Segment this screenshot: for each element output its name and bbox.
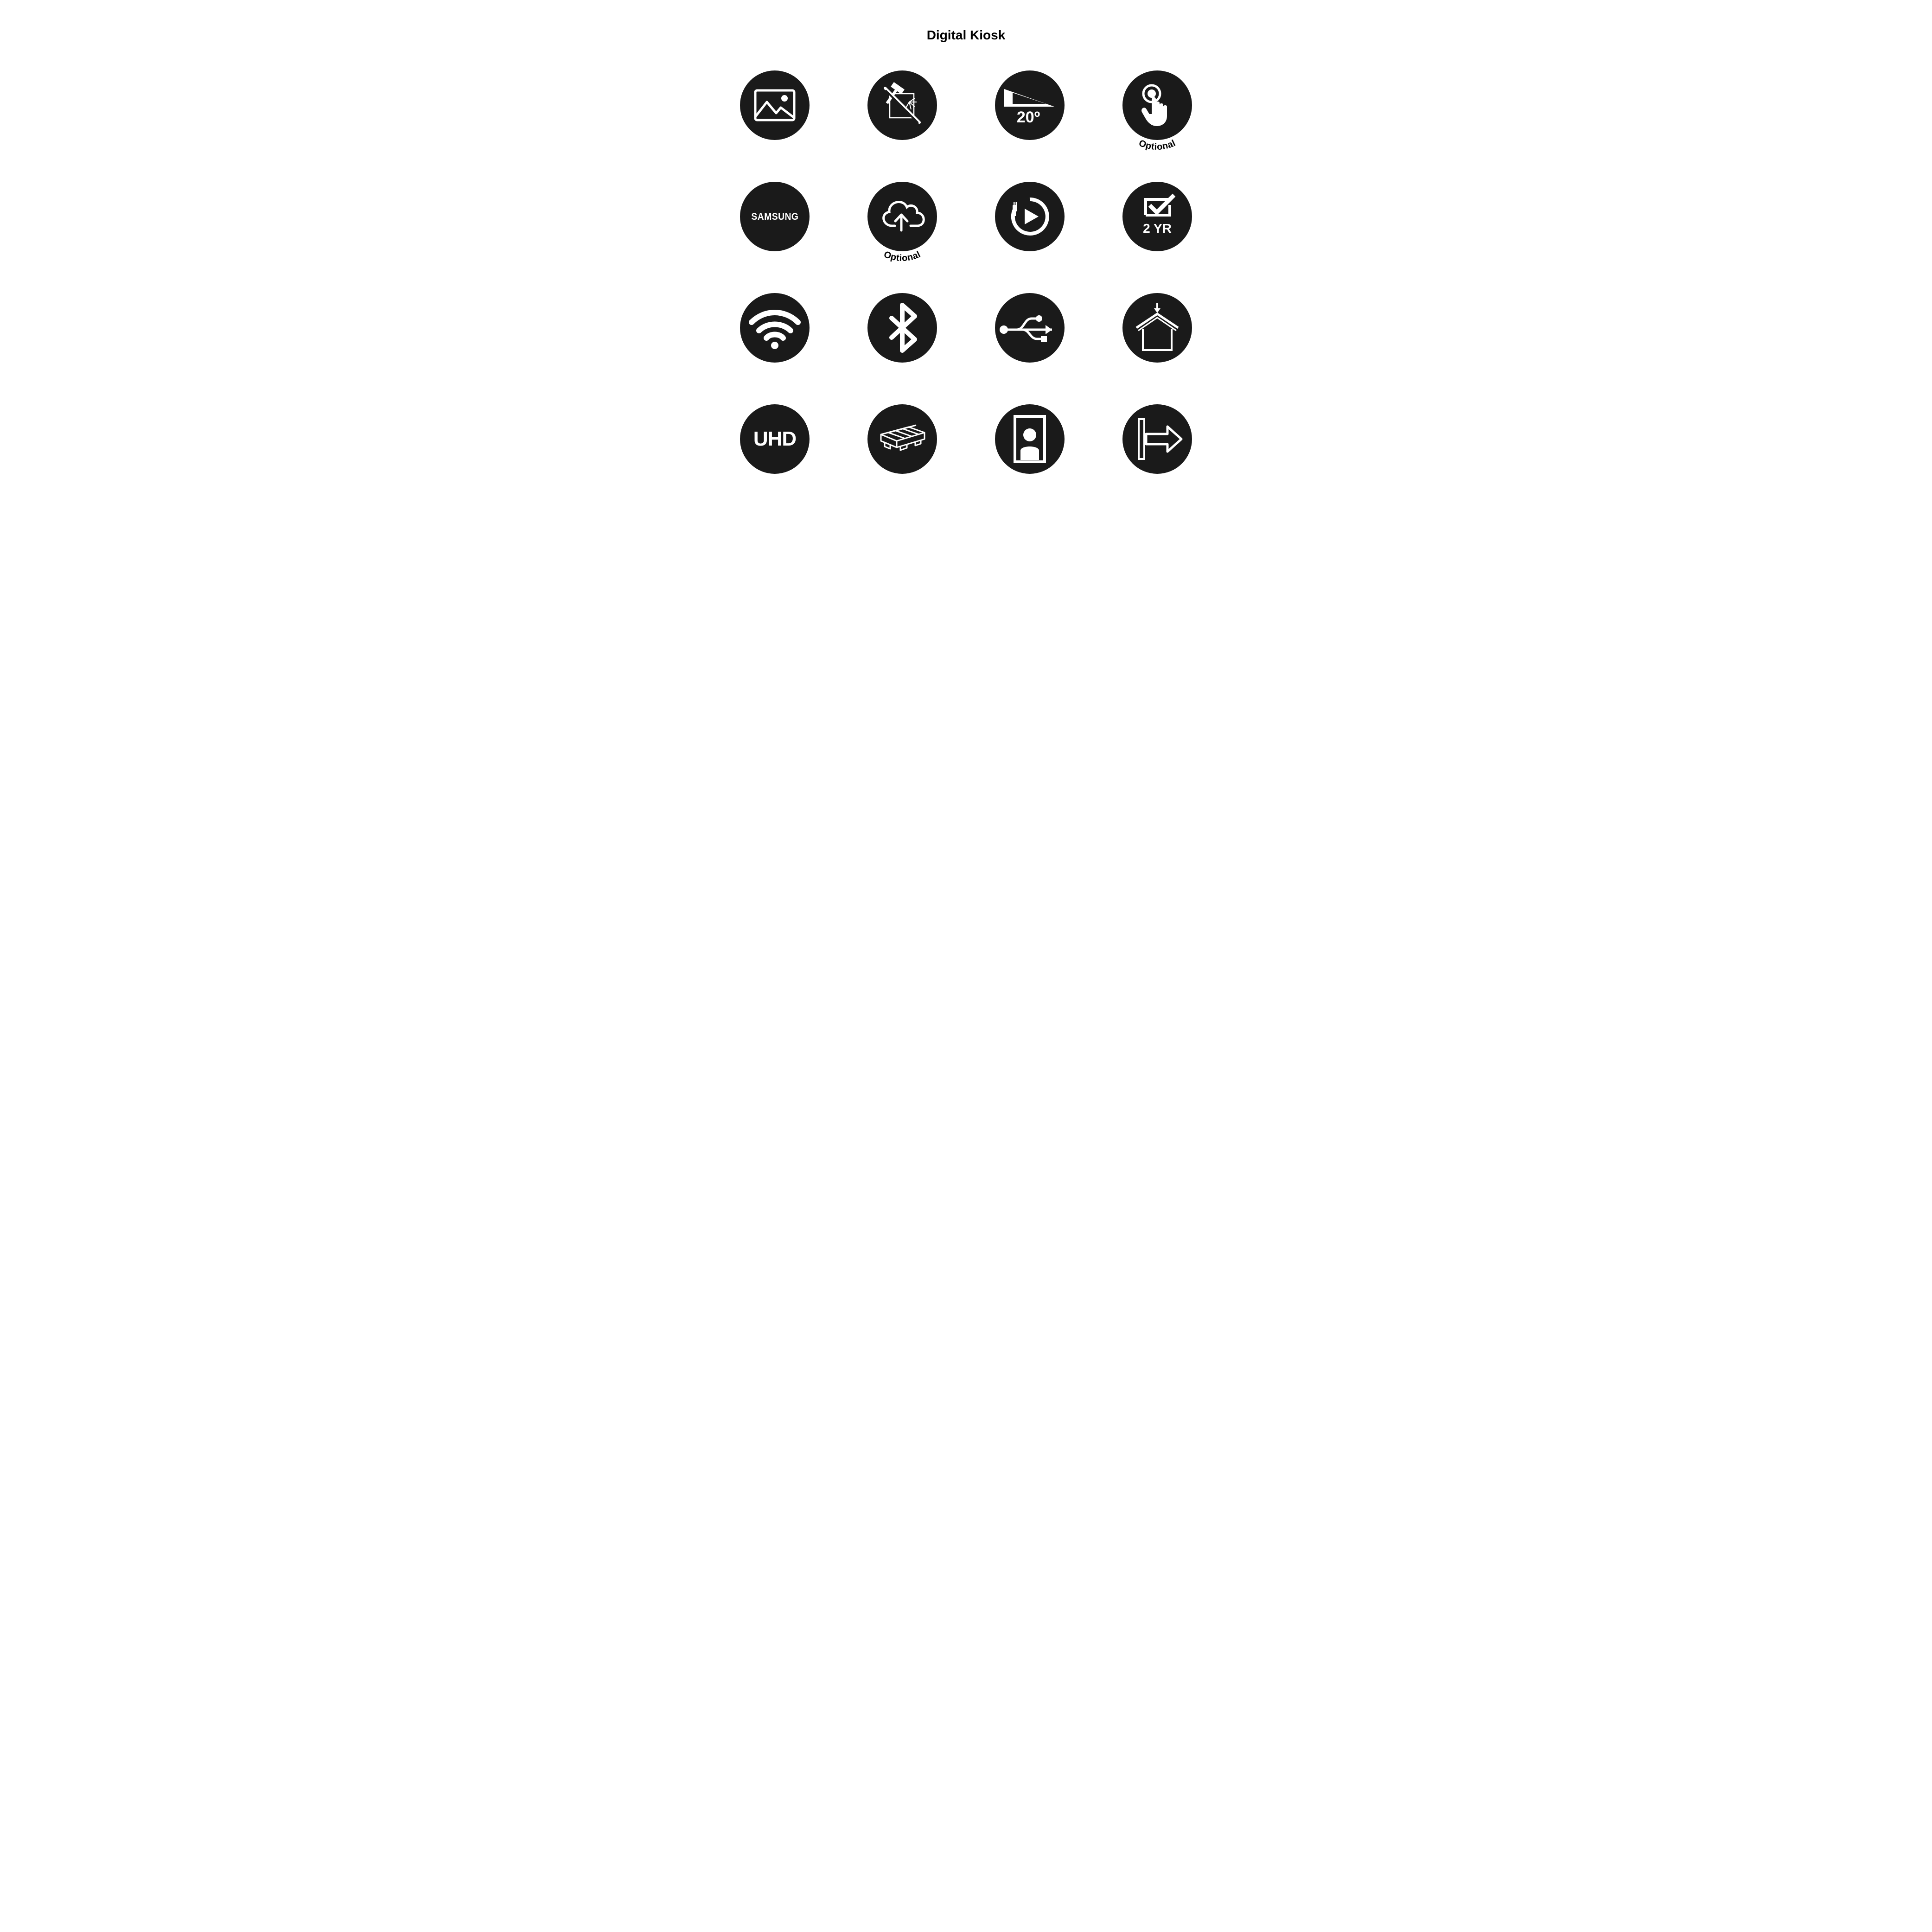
optional-label: Optional [867, 250, 937, 264]
indoor-icon [1132, 300, 1183, 356]
feature-portrait [995, 404, 1065, 474]
samsung-logo: SAMSUNG [751, 212, 798, 222]
feature-image [740, 70, 810, 140]
vandal-proof-icon [877, 80, 928, 131]
svg-text:Optional: Optional [1137, 138, 1177, 153]
portrait-icon [1011, 414, 1048, 465]
wifi-icon [747, 305, 803, 351]
svg-text:Optional: Optional [882, 249, 922, 264]
feature-touch: Optional [1122, 70, 1192, 140]
image-icon [754, 89, 796, 121]
angle-icon: 20º [1000, 80, 1060, 131]
cloud-upload-icon [874, 193, 930, 240]
feature-wifi [740, 293, 810, 363]
bluetooth-icon [886, 302, 918, 353]
exit-arrow-icon [1129, 414, 1185, 465]
touch-icon [1132, 80, 1183, 131]
svg-text:2 YR: 2 YR [1143, 221, 1172, 236]
feature-bluetooth [867, 293, 937, 363]
feature-vandal-proof [867, 70, 937, 140]
pallet-icon [874, 421, 930, 458]
feature-indoor [1122, 293, 1192, 363]
page-title: Digital Kiosk [707, 28, 1226, 43]
feature-usb [995, 293, 1065, 363]
feature-pallet [867, 404, 937, 474]
feature-grid: 20º Optional SAMSUNG [707, 61, 1226, 483]
feature-cloud-upload: Optional [867, 182, 937, 251]
svg-text:20º: 20º [1017, 108, 1040, 126]
feature-warranty-2yr: 2 YR [1122, 182, 1192, 251]
usb-icon [997, 309, 1062, 346]
plug-play-icon [1004, 191, 1055, 242]
feature-exit-arrow [1122, 404, 1192, 474]
feature-plug-play [995, 182, 1065, 251]
optional-label: Optional [1122, 139, 1192, 153]
warranty-icon: 2 YR [1132, 191, 1183, 242]
feature-samsung: SAMSUNG [740, 182, 810, 251]
feature-uhd: UHD [740, 404, 810, 474]
uhd-label: UHD [753, 429, 796, 449]
feature-angle-20: 20º [995, 70, 1065, 140]
